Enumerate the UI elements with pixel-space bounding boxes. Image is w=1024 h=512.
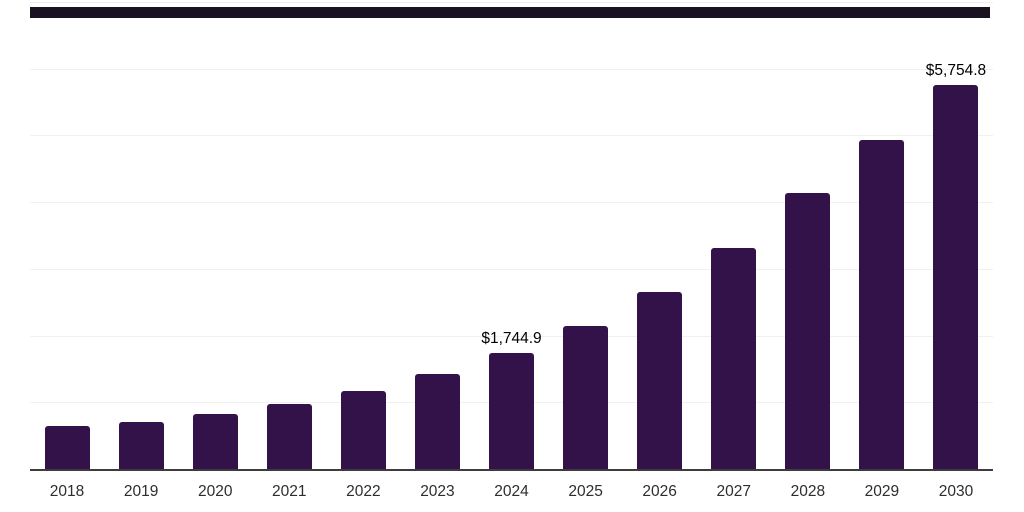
x-tick-label-2024: 2024 — [494, 483, 529, 500]
bar-2027 — [711, 247, 757, 469]
gridline-6000 — [30, 68, 993, 70]
bar-2023 — [414, 374, 460, 469]
plot-area: $1,744.9 $5,754.8 — [30, 2, 993, 469]
bar-2028 — [785, 193, 831, 469]
bar-slot-2021 — [252, 2, 326, 469]
x-tick-label-2029: 2029 — [864, 483, 900, 500]
x-tick-label-2021: 2021 — [272, 483, 307, 500]
bar-slot-2022 — [326, 2, 400, 469]
bar-slot-2029 — [845, 2, 919, 469]
bar-value-label-2030: $5,754.8 — [925, 62, 987, 80]
bar-slot-2028 — [771, 2, 845, 469]
x-tick-label-2019: 2019 — [123, 483, 159, 500]
bar-slot-2024: $1,744.9 — [474, 2, 548, 469]
x-tick-label-2025: 2025 — [568, 483, 603, 500]
x-tick-label-2018: 2018 — [49, 483, 85, 500]
bar-slot-2019 — [104, 2, 178, 469]
bar-2029 — [859, 140, 905, 469]
x-tick-label-2022: 2022 — [346, 483, 381, 500]
bar-2030: $5,754.8 — [926, 62, 986, 469]
bar-2022 — [340, 390, 386, 469]
top-divider-rule — [30, 7, 990, 18]
bar-slot-2023 — [400, 2, 474, 469]
bar-2020 — [192, 413, 238, 469]
bar-slot-2025 — [549, 2, 623, 469]
bar-slot-2027 — [697, 2, 771, 469]
bar-2025 — [563, 326, 609, 469]
bar-2019 — [118, 422, 164, 469]
bar-value-label-2024: $1,744.9 — [481, 329, 542, 347]
bar-2026 — [637, 292, 683, 469]
gridline-3000 — [30, 268, 993, 270]
bar-2021 — [266, 403, 312, 469]
bar-slot-2026 — [623, 2, 697, 469]
bar-slot-2018 — [30, 2, 104, 469]
x-tick-label-2030: 2030 — [938, 483, 974, 500]
x-tick-label-2028: 2028 — [790, 483, 826, 500]
gridline-4000 — [30, 202, 993, 204]
x-axis-line — [30, 469, 993, 471]
bar-2018 — [44, 425, 90, 469]
gridline-5000 — [30, 135, 993, 137]
x-tick-label-2023: 2023 — [420, 483, 455, 500]
gridline-2000 — [30, 335, 993, 337]
bar-slot-2030: $5,754.8 — [919, 2, 993, 469]
x-axis-tick-labels: 2018 2019 2020 2021 2022 2023 2024 2025 2026 2027… — [30, 483, 993, 501]
gridline-7000 — [30, 2, 993, 3]
bar-2024: $1,744.9 — [481, 330, 542, 469]
x-tick-label-2026: 2026 — [642, 483, 677, 500]
x-tick-label-2027: 2027 — [716, 483, 751, 500]
x-tick-label-2020: 2020 — [197, 483, 233, 500]
bar-slot-2020 — [178, 2, 252, 469]
